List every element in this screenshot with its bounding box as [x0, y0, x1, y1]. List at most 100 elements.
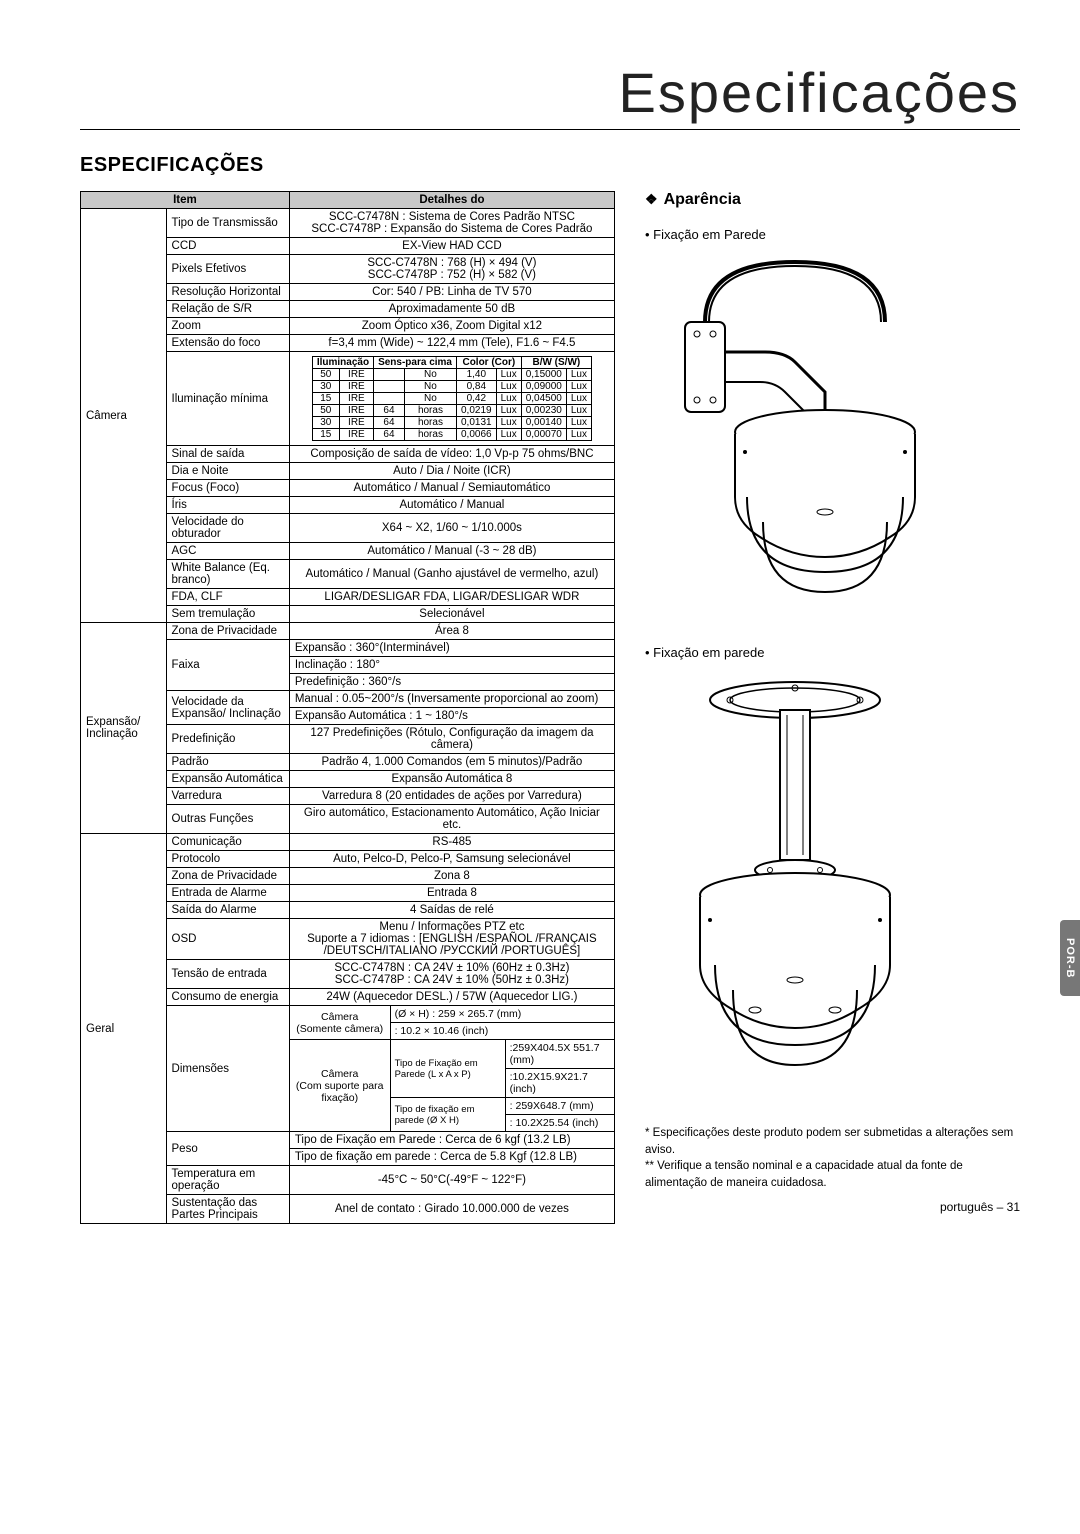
cell: No: [404, 393, 456, 405]
cell: [374, 393, 405, 405]
row-label: Entrada de Alarme: [166, 885, 289, 902]
row-label: Saída do Alarme: [166, 902, 289, 919]
row-label: Comunicação: [166, 834, 289, 851]
illumination-table: Iluminação Sens-para cima Color (Cor) B/…: [312, 356, 592, 441]
cell: 50: [312, 405, 339, 417]
text: Aparência: [664, 191, 741, 208]
cell: 1,40: [457, 369, 497, 381]
text: (Ø × H) : 259 × 265.7 (mm): [390, 1006, 614, 1023]
dimensions-cell: Câmera (Somente câmera) (Ø × H) : 259 × …: [289, 1006, 614, 1132]
cell: [374, 381, 405, 393]
row-val: Auto, Pelco-D, Pelco-P, Samsung selecion…: [289, 851, 614, 868]
cell: 0,04500: [521, 393, 566, 405]
text: SCC-C7478P : 752 (H) × 582 (V): [295, 269, 609, 281]
cell: 30: [312, 417, 339, 429]
row-val: Expansão Automática 8: [289, 771, 614, 788]
text: : 10.2X25.54 (inch): [505, 1115, 614, 1132]
cell: Lux: [496, 405, 521, 417]
row-val: Área 8: [289, 623, 614, 640]
row-label: Resolução Horizontal: [166, 284, 289, 301]
cell: horas: [404, 405, 456, 417]
row-label: Predefinição: [166, 725, 289, 754]
text: /DEUTSCH/ITALIANO /РУССКИЙ /PORTUGUÊS]: [295, 945, 609, 957]
row-val: Tipo de fixação em parede : Cerca de 5.8…: [289, 1149, 614, 1166]
row-val: Automático / Manual (Ganho ajustável de …: [289, 560, 614, 589]
row-val: Expansão Automática : 1 ~ 180°/s: [289, 708, 614, 725]
cell: 64: [374, 429, 405, 441]
group-pan-tilt: Expansão/ Inclinação: [81, 623, 167, 834]
footnote-1: * Especificações deste produto podem ser…: [645, 1125, 1020, 1158]
spec-table: Item Detalhes do Câmera Tipo de Transmis…: [80, 191, 615, 1224]
illumination-cell: Iluminação Sens-para cima Color (Cor) B/…: [289, 352, 614, 446]
row-label: Temperatura em operação: [166, 1166, 289, 1195]
cell: 50: [312, 369, 339, 381]
document-title: Especificações: [80, 60, 1020, 130]
row-label: White Balance (Eq. branco): [166, 560, 289, 589]
cell: 0,84: [457, 381, 497, 393]
row-val: Zona 8: [289, 868, 614, 885]
cell: Lux: [496, 417, 521, 429]
row-val: Inclinação : 180°: [289, 657, 614, 674]
row-val: Varredura 8 (20 entidades de ações por V…: [289, 788, 614, 805]
cell: IRE: [339, 369, 373, 381]
text: :259X404.5X 551.7 (mm): [505, 1040, 614, 1069]
text: : 10.2 × 10.46 (inch): [390, 1023, 614, 1040]
row-val: 127 Predefinições (Rótulo, Configuração …: [289, 725, 614, 754]
text: Câmera: [294, 1068, 386, 1080]
cell: horas: [404, 429, 456, 441]
group-camera: Câmera: [81, 209, 167, 623]
row-label: Velocidade do obturador: [166, 514, 289, 543]
row-val: Manual : 0.05~200°/s (Inversamente propo…: [289, 691, 614, 708]
th: Color (Cor): [457, 357, 522, 369]
row-label: Expansão Automática: [166, 771, 289, 788]
row-val: Menu / Informações PTZ etc Suporte a 7 i…: [289, 919, 614, 960]
cell: Lux: [496, 393, 521, 405]
row-label: Dia e Noite: [166, 463, 289, 480]
cell: Lux: [566, 417, 591, 429]
cell: 0,00230: [521, 405, 566, 417]
row-val: Selecionável: [289, 606, 614, 623]
row-label: Protocolo: [166, 851, 289, 868]
cell: horas: [404, 417, 456, 429]
row-val: EX-View HAD CCD: [289, 238, 614, 255]
row-label: OSD: [166, 919, 289, 960]
row-label: Relação de S/R: [166, 301, 289, 318]
cell: 0,0219: [457, 405, 497, 417]
row-val: Automático / Manual (-3 ~ 28 dB): [289, 543, 614, 560]
text: (Com suporte para fixação): [294, 1080, 386, 1104]
cell: Lux: [566, 393, 591, 405]
text: Suporte a 7 idiomas : [ENGLISH /ESPAÑOL …: [295, 933, 609, 945]
row-val: SCC-C7478N : 768 (H) × 494 (V) SCC-C7478…: [289, 255, 614, 284]
cell: Lux: [496, 369, 521, 381]
ceiling-mount-figure: [645, 670, 945, 1090]
cell: Lux: [496, 381, 521, 393]
cell: 64: [374, 405, 405, 417]
cell: 30: [312, 381, 339, 393]
cell: 0,0066: [457, 429, 497, 441]
page-number: português – 31: [645, 1200, 1020, 1214]
cell: 64: [374, 417, 405, 429]
row-label: Outras Funções: [166, 805, 289, 834]
row-val: Automático / Manual: [289, 497, 614, 514]
text: : 259X648.7 (mm): [505, 1098, 614, 1115]
cell: No: [404, 369, 456, 381]
th: Iluminação: [312, 357, 373, 369]
row-val: Auto / Dia / Noite (ICR): [289, 463, 614, 480]
dimensions-table: Câmera (Somente câmera) (Ø × H) : 259 × …: [290, 1006, 614, 1131]
cell: [374, 369, 405, 381]
th: Sens-para cima: [374, 357, 457, 369]
text: SCC-C7478N : Sistema de Cores Padrão NTS…: [295, 211, 609, 223]
cell: 0,09000: [521, 381, 566, 393]
cell: Lux: [566, 369, 591, 381]
row-label: Peso: [166, 1132, 289, 1166]
row-label: Faixa: [166, 640, 289, 691]
th: B/W (S/W): [521, 357, 591, 369]
cell: Lux: [566, 405, 591, 417]
cell: IRE: [339, 405, 373, 417]
row-val: Entrada 8: [289, 885, 614, 902]
row-val: Cor: 540 / PB: Linha de TV 570: [289, 284, 614, 301]
row-label: Sustentação das Partes Principais: [166, 1195, 289, 1224]
cell: Lux: [566, 381, 591, 393]
cell: 15: [312, 429, 339, 441]
th-item: Item: [81, 192, 290, 209]
